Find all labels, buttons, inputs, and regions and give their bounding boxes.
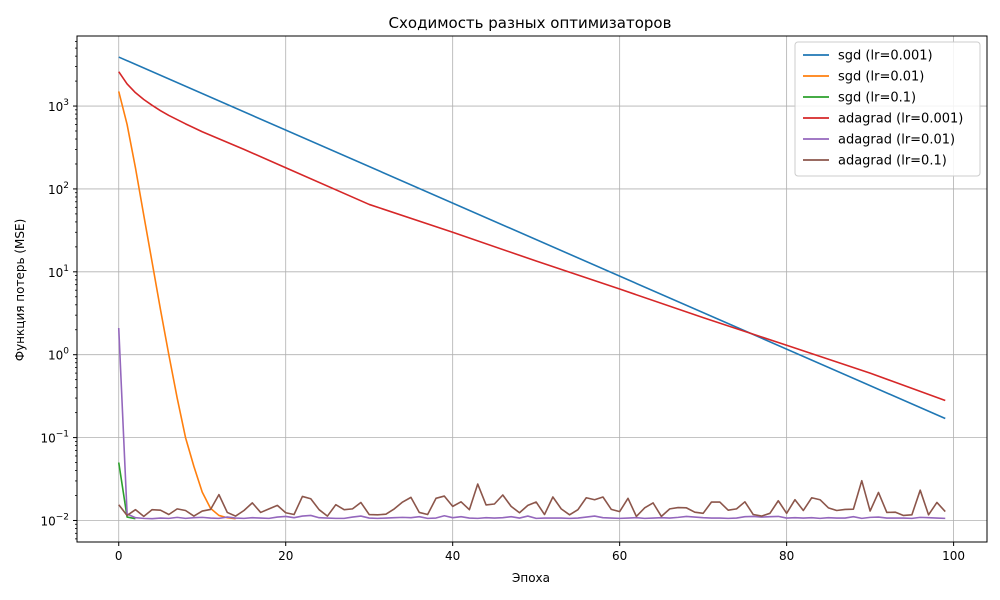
y-tick-label: 101 (48, 264, 69, 280)
x-tick-label: 20 (278, 549, 293, 563)
plot-frame (76, 35, 988, 543)
x-axis: 0 20 40 60 80 100 (115, 542, 965, 563)
legend-label: adagrad (lr=0.001) (838, 112, 963, 127)
x-tick-label: 60 (612, 549, 627, 563)
legend-box (794, 41, 981, 177)
legend-label: sgd (lr=0.01) (838, 70, 924, 85)
series-line-adagrad-lr-0-1- (118, 479, 946, 518)
x-tick-label: 80 (779, 549, 794, 563)
y-tick-label: 102 (48, 181, 69, 197)
legend-label: sgd (lr=0.001) (838, 49, 933, 64)
chart-title: Сходимость разных оптимизаторов (389, 14, 672, 32)
legend-label: adagrad (lr=0.01) (838, 133, 955, 148)
x-tick-label: 0 (115, 549, 123, 563)
x-tick-label: 100 (942, 549, 965, 563)
y-tick-label: 10−2 (40, 512, 69, 528)
series-line-sgd-lr-0-1- (117, 462, 136, 520)
y-axis-label: Функция потерь (MSE) (13, 219, 27, 362)
series-line-adagrad-lr-0-001- (118, 71, 946, 402)
x-tick-label: 40 (445, 549, 460, 563)
series-line-sgd-lr-0-001- (118, 56, 946, 420)
y-tick-label: 100 (48, 347, 69, 363)
series-layer (117, 56, 946, 520)
series-line-adagrad-lr-0-01- (117, 327, 946, 520)
legend: sgd (lr=0.001) sgd (lr=0.01) sgd (lr=0.1) a… (794, 41, 981, 177)
x-axis-label: Эпоха (512, 571, 550, 585)
series-line-sgd-lr-0-01- (117, 91, 236, 520)
legend-label: sgd (lr=0.1) (838, 91, 916, 106)
grid (77, 36, 987, 542)
y-axis: 10−2 10−1 100 101 102 103 (40, 41, 77, 540)
legend-label: adagrad (lr=0.1) (838, 154, 947, 169)
y-tick-label: 103 (48, 98, 69, 114)
y-tick-label: 10−1 (40, 430, 69, 446)
